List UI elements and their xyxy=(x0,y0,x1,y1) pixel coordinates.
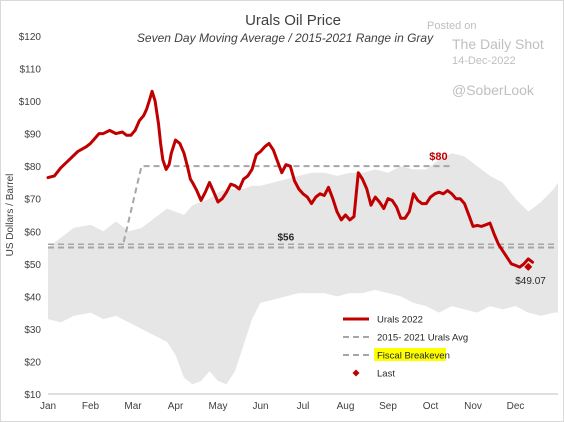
x-tick-label: Mar xyxy=(124,401,142,412)
chart-title: Urals Oil Price xyxy=(245,12,341,29)
x-tick-label: Jul xyxy=(297,401,310,412)
x-tick-label: May xyxy=(209,401,228,412)
y-tick-label: $60 xyxy=(24,227,41,238)
legend-label: 2015- 2021 Urals Avg xyxy=(377,333,468,344)
last-marker xyxy=(524,262,533,271)
x-tick-label: Jan xyxy=(40,401,56,412)
y-tick-label: $100 xyxy=(19,97,42,108)
x-tick-label: Dec xyxy=(507,401,525,412)
legend-highlight xyxy=(374,348,446,361)
y-tick-label: $50 xyxy=(24,260,41,271)
chart-subtitle: Seven Day Moving Average / 2015-2021 Ran… xyxy=(137,31,434,45)
x-tick-label: Oct xyxy=(423,401,439,412)
x-tick-label: Nov xyxy=(464,401,482,412)
watermark-posted-on: Posted on xyxy=(427,20,477,32)
range-band xyxy=(48,153,558,385)
annotation-last: $49.07 xyxy=(515,276,546,287)
legend-label: Urals 2022 xyxy=(377,315,423,326)
y-axis-label: US Dollars / Barrel xyxy=(5,174,16,257)
y-tick-label: $10 xyxy=(24,390,41,401)
y-tick-label: $120 xyxy=(19,32,42,43)
legend-label: Fiscal Breakeven xyxy=(377,351,450,362)
legend-label: Last xyxy=(377,369,395,380)
watermark-source: The Daily Shot xyxy=(452,36,544,52)
y-tick-label: $80 xyxy=(24,162,41,173)
watermark-handle: @SoberLook xyxy=(452,82,534,98)
watermark-date: 14-Dec-2022 xyxy=(452,55,516,67)
x-tick-label: Sep xyxy=(379,401,397,412)
y-tick-label: $70 xyxy=(24,195,41,206)
y-tick-label: $30 xyxy=(24,325,41,336)
y-tick-label: $90 xyxy=(24,130,41,141)
y-tick-label: $20 xyxy=(24,357,41,368)
annotation-80: $80 xyxy=(429,151,447,163)
urals-2022-line xyxy=(46,89,534,269)
x-tick-label: Feb xyxy=(82,401,100,412)
legend-swatch-last xyxy=(352,369,360,377)
x-tick-label: Jun xyxy=(252,401,268,412)
annotation-56: $56 xyxy=(278,232,295,243)
x-tick-label: Apr xyxy=(168,401,184,412)
y-tick-label: $40 xyxy=(24,292,41,303)
y-tick-label: $110 xyxy=(19,65,41,76)
x-tick-label: Aug xyxy=(337,401,355,412)
fiscal-breakeven-line xyxy=(48,165,452,249)
